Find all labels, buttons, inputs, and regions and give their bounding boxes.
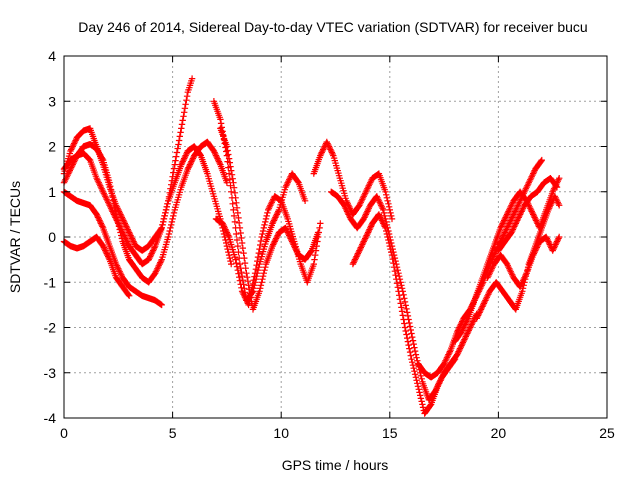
data-points xyxy=(60,75,563,417)
data-point-markers xyxy=(217,125,322,313)
data-series-arc-8 xyxy=(210,98,309,304)
data-point-markers xyxy=(495,175,561,254)
data-series-arc-15 xyxy=(484,233,563,290)
data-point-markers xyxy=(310,138,396,223)
data-series-arc-7 xyxy=(217,125,322,313)
data-series-arc-16 xyxy=(495,175,561,254)
y-tick-label: -4 xyxy=(44,410,57,426)
data-point-markers xyxy=(349,211,480,417)
y-tick-label: 3 xyxy=(48,93,56,109)
chart-title: Day 246 of 2014, Sidereal Day-to-day VTE… xyxy=(78,19,587,35)
y-tick-label: 4 xyxy=(48,48,56,64)
x-tick-label: 0 xyxy=(60,425,68,441)
data-point-markers xyxy=(484,233,563,290)
y-tick-label: -2 xyxy=(44,320,57,336)
x-tick-label: 25 xyxy=(599,425,615,441)
x-axis-label: GPS time / hours xyxy=(282,457,389,473)
y-tick-label: -1 xyxy=(44,274,57,290)
x-tick-label: 20 xyxy=(491,425,507,441)
y-tick-label: -3 xyxy=(44,365,57,381)
data-series-arc-9 xyxy=(310,138,396,223)
x-tick-label: 15 xyxy=(382,425,398,441)
axis-ticks: 0 5 10 15 20 25 -4 -3 -2 -1 0 1 2 3 4 xyxy=(44,48,615,441)
y-tick-label: 0 xyxy=(48,229,56,245)
y-tick-label: 1 xyxy=(48,184,56,200)
y-axis-label: SDTVAR / TECUs xyxy=(7,181,23,293)
x-tick-label: 5 xyxy=(169,425,177,441)
data-point-markers xyxy=(210,98,309,304)
x-tick-label: 10 xyxy=(273,425,289,441)
data-series-arc-11 xyxy=(349,211,480,417)
y-tick-label: 2 xyxy=(48,139,56,155)
